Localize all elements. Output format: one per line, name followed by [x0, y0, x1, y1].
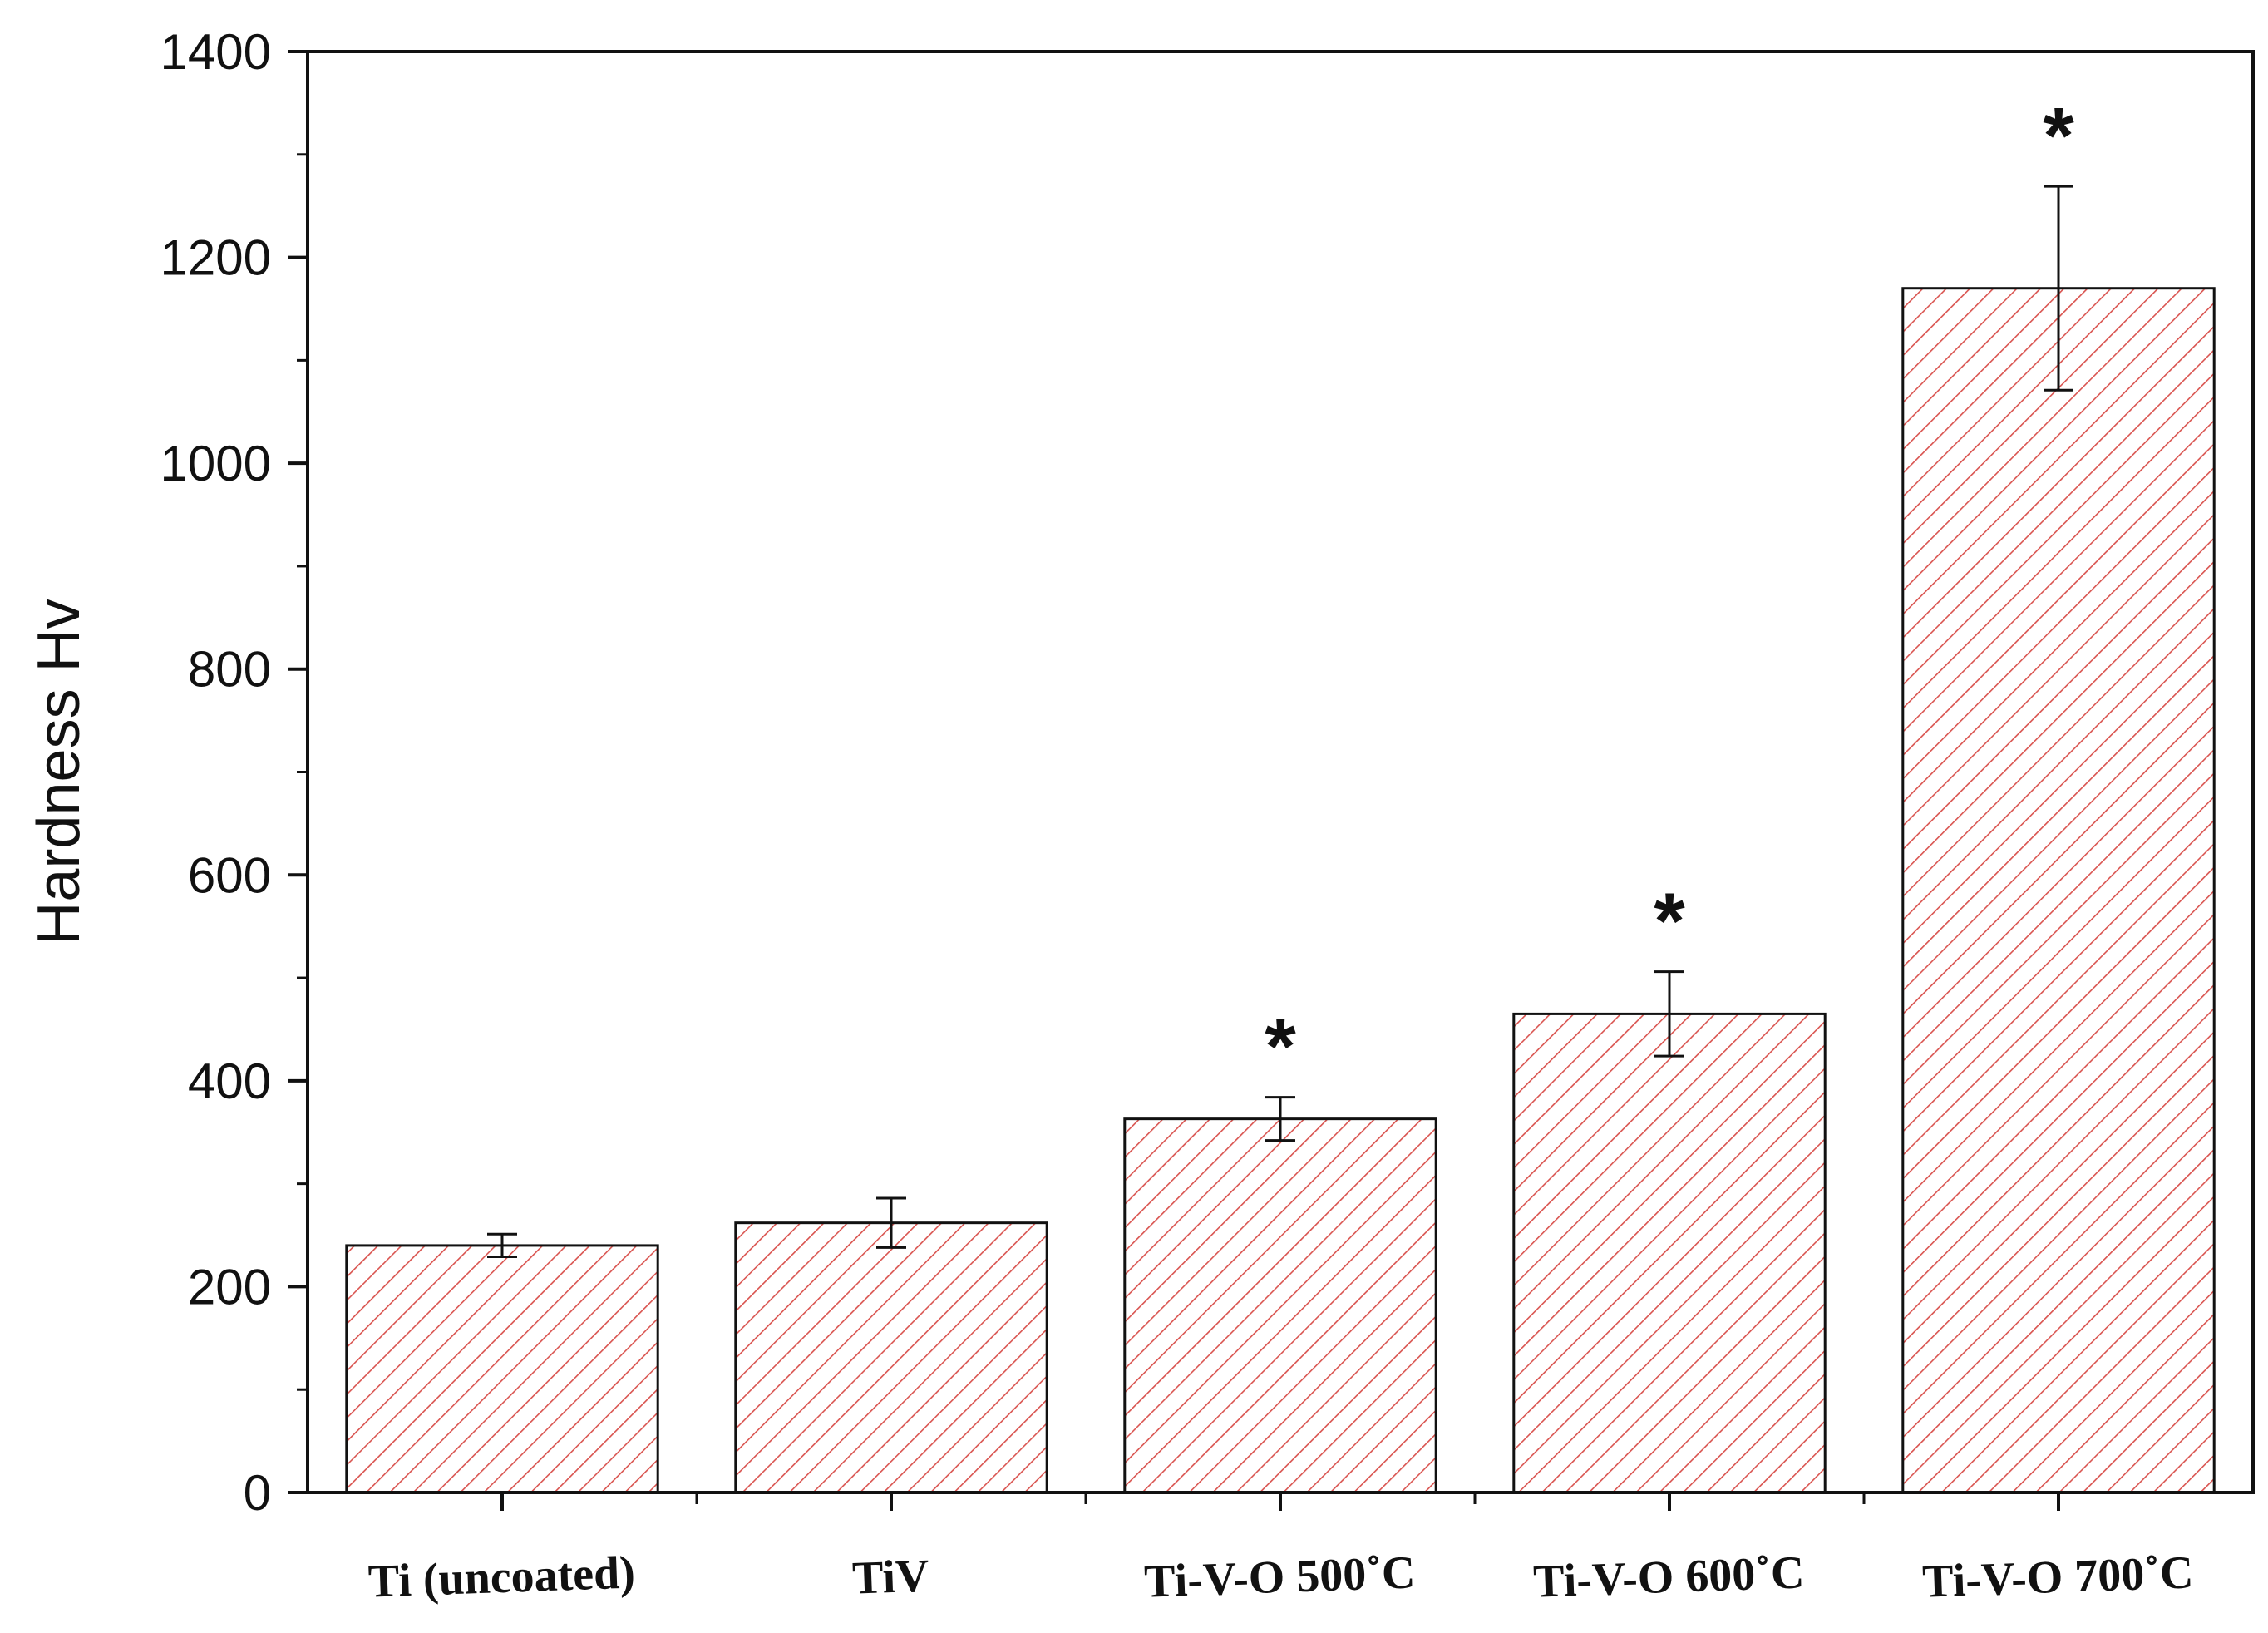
x-tick-label: Ti (uncoated) [367, 1547, 636, 1607]
y-tick-label: 1000 [160, 436, 271, 491]
labels-layer: Ti (uncoated) TiV * Ti-V-O 500˚C * Ti-V-O 600… [26, 24, 2194, 1608]
y-tick-label: 400 [188, 1053, 271, 1109]
bar [1901, 287, 2216, 1494]
y-tick-label: 0 [244, 1465, 271, 1521]
bar [345, 1244, 659, 1494]
y-tick-label: 600 [188, 847, 271, 903]
x-tick-label: Ti-V-O 700˚C [1921, 1547, 2194, 1607]
significance-marker: * [1654, 877, 1685, 966]
y-tick-label: 200 [188, 1259, 271, 1315]
x-tick-label: TiV [851, 1550, 929, 1604]
bar [1512, 1012, 1827, 1494]
y-axis-title: Hardness Hv [26, 599, 92, 945]
bar [734, 1221, 1048, 1494]
y-tick-label: 800 [188, 642, 271, 698]
x-tick-label: Ti-V-O 600˚C [1532, 1547, 1805, 1607]
y-tick-label: 1200 [160, 230, 271, 286]
significance-marker: * [2043, 91, 2074, 180]
y-tick-label: 1400 [160, 24, 271, 80]
x-tick-label: Ti-V-O 500˚C [1143, 1547, 1416, 1607]
axes-layer [288, 50, 2255, 1511]
bar [1123, 1117, 1437, 1494]
bars-layer [345, 185, 2216, 1494]
significance-marker: * [1265, 1003, 1296, 1092]
